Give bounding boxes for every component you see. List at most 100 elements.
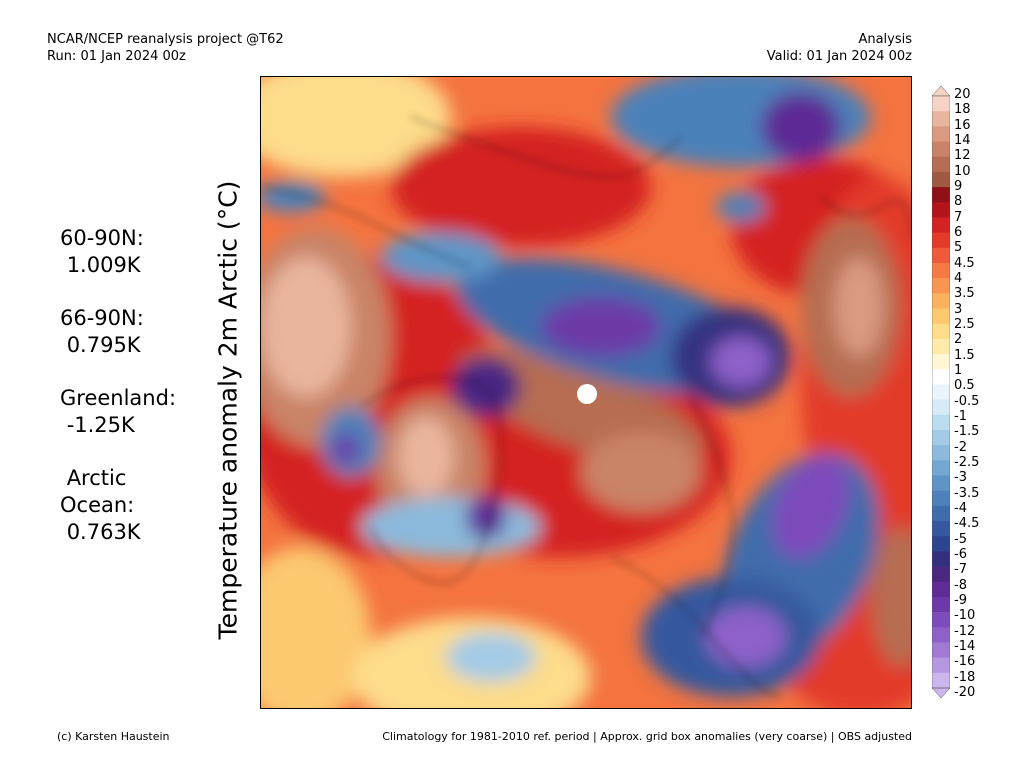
colorbar-label: -1.5: [954, 424, 980, 440]
colorbar-label: -14: [954, 639, 976, 654]
colorbar-segment: [932, 429, 950, 446]
colorbar-label: 18: [954, 102, 971, 118]
colorbar-label: -4: [954, 501, 967, 516]
colorbar-segment: [932, 293, 950, 309]
colorbar-segment: [932, 657, 950, 674]
colorbar: [932, 86, 950, 698]
colorbar-segment: [932, 672, 950, 689]
colorbar-segment: [932, 232, 950, 249]
colorbar-label: 3.5: [954, 286, 975, 302]
colorbar-segment: [932, 490, 950, 507]
colorbar-label: -2.5: [954, 455, 980, 470]
model-title: NCAR/NCEP reanalysis project @T62: [47, 32, 284, 47]
map-canvas: [261, 77, 911, 708]
colorbar-label: -5: [954, 531, 967, 547]
stat-60-90n: 60-90N: 1.009K: [60, 226, 144, 277]
colorbar-segment: [932, 627, 950, 643]
colorbar-label: 16: [954, 117, 971, 133]
colorbar-segment: [932, 171, 950, 188]
colorbar-segment: [932, 369, 950, 385]
colorbar-segment: [932, 262, 950, 279]
colorbar-segment: [932, 354, 950, 370]
colorbar-segment: [932, 247, 950, 264]
colorbar-label: -2: [954, 439, 967, 455]
colorbar-label: 4.5: [954, 255, 975, 271]
anomaly-map: [260, 76, 912, 709]
stat-66-90n: 66-90N: 0.795K: [60, 306, 144, 357]
colorbar-segment: [932, 338, 950, 355]
colorbar-label: 12: [954, 148, 971, 164]
colorbar-label: -16: [954, 654, 976, 670]
colorbar-label: -0.5: [954, 393, 980, 409]
colorbar-label: 3: [954, 301, 963, 317]
colorbar-segment: [932, 414, 950, 431]
header-right: Analysis Valid: 01 Jan 2024 00z: [767, 31, 912, 65]
colorbar-label: 14: [954, 133, 971, 148]
run-time: Run: 01 Jan 2024 00z: [47, 49, 186, 64]
colorbar-label: 20: [954, 87, 971, 102]
colorbar-segment: [932, 111, 950, 127]
colorbar-label: 8: [954, 194, 963, 210]
colorbar-label: 4: [954, 271, 963, 286]
colorbar-segment: [932, 642, 950, 658]
colorbar-label: -3: [954, 470, 967, 486]
colorbar-label: -10: [954, 608, 976, 624]
colorbar-label: -9: [954, 593, 967, 608]
colorbar-label: -6: [954, 547, 967, 562]
colorbar-label: -20: [954, 685, 976, 700]
colorbar-segment: [932, 460, 950, 476]
stat-greenland: Greenland: -1.25K: [60, 386, 177, 437]
colorbar-label: 6: [954, 225, 963, 240]
colorbar-label: -12: [954, 623, 976, 639]
colorbar-bottom-arrow: [932, 687, 950, 698]
region-stats: 60-90N: 1.009K 66-90N: 0.795K Greenland:…: [60, 225, 176, 572]
colorbar-label: 1.5: [954, 347, 975, 363]
colorbar-segment: [932, 278, 950, 294]
footer-note: Climatology for 1981-2010 ref. period | …: [382, 730, 912, 743]
colorbar-segment: [932, 596, 950, 613]
colorbar-segment: [932, 187, 950, 203]
colorbar-segment: [932, 566, 950, 583]
colorbar-segment: [932, 217, 950, 233]
colorbar-label: 5: [954, 240, 963, 256]
stat-arctic-ocean: Arctic Ocean: 0.763K: [60, 466, 141, 544]
colorbar-segment: [932, 521, 950, 537]
credit-text: (c) Karsten Haustein: [57, 730, 170, 743]
colorbar-segment: [932, 126, 950, 142]
colorbar-label: 10: [954, 163, 971, 179]
colorbar-segment: [932, 505, 950, 522]
colorbar-segment: [932, 551, 950, 567]
colorbar-segment: [932, 399, 950, 416]
colorbar-outline: [932, 95, 950, 689]
colorbar-segment: [932, 445, 950, 461]
colorbar-label: 2.5: [954, 317, 975, 332]
colorbar-label: 2: [954, 332, 963, 348]
colorbar-top-arrow: [932, 86, 950, 97]
colorbar-segment: [932, 536, 950, 552]
colorbar-segment: [932, 384, 950, 400]
colorbar-segment: [932, 323, 950, 340]
colorbar-label: 7: [954, 209, 963, 225]
colorbar-segment: [932, 202, 950, 218]
colorbar-label: -3.5: [954, 485, 980, 501]
colorbar-label: -4.5: [954, 516, 980, 532]
colorbar-segment: [932, 141, 950, 158]
colorbar-segment: [932, 475, 950, 491]
colorbar-segment: [932, 581, 950, 598]
colorbar-label: 1: [954, 363, 963, 378]
colorbar-label: -7: [954, 562, 967, 578]
colorbar-label: -1: [954, 409, 967, 424]
colorbar-segment: [932, 308, 950, 324]
valid-time: Valid: 01 Jan 2024 00z: [766, 49, 912, 64]
north-pole-marker: [577, 384, 597, 404]
colorbar-segment: [932, 612, 950, 628]
header-left: NCAR/NCEP reanalysis project @T62 Run: 0…: [47, 31, 284, 65]
map-axis-label: Temperature anomaly 2m Arctic (°C): [213, 180, 243, 640]
colorbar-label: 0.5: [954, 378, 975, 394]
colorbar-segment: [932, 156, 950, 173]
colorbar-label: -18: [954, 669, 976, 685]
colorbar-segment: [932, 96, 950, 112]
colorbar-label: -8: [954, 577, 967, 593]
colorbar-label: 9: [954, 179, 963, 194]
analysis-label: Analysis: [858, 32, 912, 47]
